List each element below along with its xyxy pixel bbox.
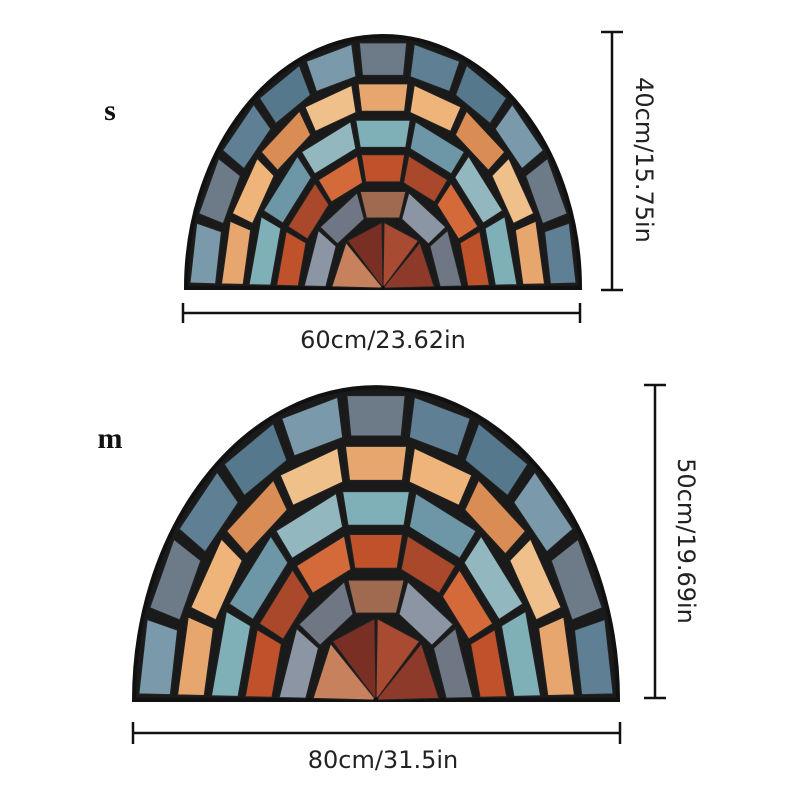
mosaic-tile [491,157,535,225]
mosaic-tile [317,155,364,203]
mosaic-tile [189,222,222,285]
mat-medium [131,385,621,702]
mosaic-tile [355,119,411,148]
mosaic-tile [358,42,408,76]
mosaic-tile [409,84,462,132]
mosaic-tile [231,157,275,225]
mosaic-tile [454,110,506,172]
mosaic-tile [463,535,524,621]
mosaic-tile [149,538,202,621]
mosaic-tile [342,491,410,526]
width-label: 60cm/23.62in [300,326,466,354]
mosaic-tile [305,43,357,93]
mosaic-tile [408,492,477,560]
mosaic-tile [454,64,508,125]
mosaic-tile [287,182,330,240]
mosaic-tile [459,230,490,287]
mosaic-tile [464,422,529,497]
mosaic-tile [260,110,312,172]
mosaic-tile [359,191,407,219]
mosaic-tile [210,610,252,697]
mosaic-tile [433,627,474,699]
mosaic-tile [357,83,409,112]
mosaic-tile [346,395,406,437]
mosaic-tile [464,479,527,555]
mosaic-tile [220,220,252,285]
mosaic-tile [222,103,272,170]
size-label: s [104,94,116,127]
mosaic-tile [436,182,479,240]
mosaic-tile [304,84,357,132]
mosaic-tile [484,215,518,286]
mosaic-tile [279,447,344,507]
mosaic-tile [347,579,405,614]
mosaic-tile [228,535,289,621]
mosaic-tile [525,157,568,225]
height-dimension: 50cm/19.69in [644,383,700,700]
width-dimension: 60cm/23.62in [181,303,582,354]
mosaic-tile [360,154,406,183]
mosaic-tile [275,492,344,560]
mosaic-tile [281,396,344,457]
mosaic-tile [398,580,454,646]
mosaic-tile [244,628,282,698]
mosaic-tile [408,447,473,507]
mosaic-tile [500,610,542,697]
mosaic-tile [278,627,319,699]
mosaic-tile [225,479,288,555]
mosaic-tile [319,191,365,245]
mosaic-tile [223,422,288,497]
mosaic-tile [441,569,494,640]
mosaic-tile [429,229,463,288]
mosaic-tile [331,241,383,289]
mosaic-tile [573,618,614,696]
mosaic-tile [409,120,466,175]
mosaic-tile [178,471,239,553]
mosaic-tile [408,396,471,457]
mosaic-tile [276,230,307,287]
mosaic-tile [514,220,546,285]
mosaic-tile [312,642,375,701]
mosaic-tile [198,157,241,225]
width-dimension: 80cm/31.5in [131,722,622,774]
mosaic-tile [248,215,282,286]
height-label: 50cm/19.69in [672,458,700,624]
mosaic-tile [513,471,574,553]
mosaic-tile [348,533,404,569]
mosaic-tile [470,628,508,698]
height-dimension: 40cm/15.75in [601,30,658,292]
mosaic-tile [300,120,357,175]
mosaic-tile [258,64,312,125]
mosaic-tile [262,155,312,224]
mosaic-tile [382,221,420,287]
mosaic-tile [177,616,214,697]
mosaic-tile [409,43,461,93]
width-label: 80cm/31.5in [308,746,459,774]
mosaic-tile [344,445,408,481]
mosaic-tile [454,155,504,224]
mat-small [183,34,583,290]
mosaic-tile [190,538,243,621]
mosaic-tile [538,616,575,697]
height-label: 40cm/15.75in [630,77,658,243]
mosaic-tile [400,535,457,594]
mosaic-tile [375,617,421,699]
mosaic-tile [494,103,544,170]
mosaic-tile [298,580,354,646]
mosaic-tile [377,642,440,701]
mosaic-tile [383,241,435,289]
mosaic-tile [331,617,377,699]
mosaic-tile [138,618,179,696]
mosaic-tile [402,155,449,203]
mosaic-tile [550,538,603,621]
mosaic-tile [509,538,562,621]
mosaic-tile [544,222,577,285]
mosaic-tile [346,221,384,287]
mosaic-tile [258,569,311,640]
size-label: m [98,422,123,455]
mosaic-tile [295,535,352,594]
mosaic-tile [303,229,337,288]
mosaic-tile [401,191,447,245]
